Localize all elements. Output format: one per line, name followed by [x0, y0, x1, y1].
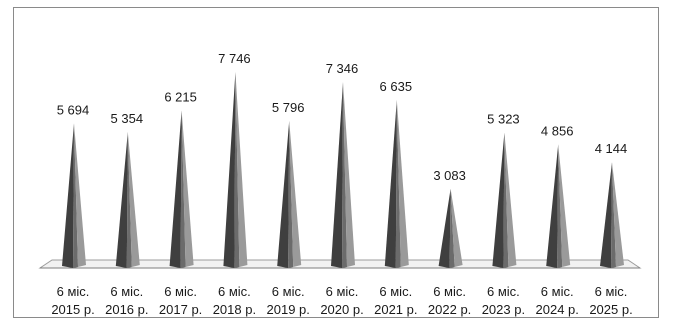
- cone-series: [62, 72, 624, 269]
- cone-bar: [169, 110, 194, 268]
- cone-face-right: [504, 132, 517, 267]
- tick-label: 6 міс.: [164, 284, 197, 299]
- cone-face-right: [450, 188, 463, 267]
- cone-face-right: [343, 82, 355, 268]
- tick-label: 6 міс.: [218, 284, 251, 299]
- cone-bar: [223, 72, 248, 268]
- cone-face-mid: [126, 131, 132, 268]
- tick-label: 2024 р.: [536, 302, 579, 317]
- cone-bar: [546, 144, 571, 268]
- tick-label: 2022 р.: [428, 302, 471, 317]
- tick-label: 2023 р.: [482, 302, 525, 317]
- tick-label: 6 міс.: [57, 284, 90, 299]
- data-label: 7 346: [326, 61, 359, 76]
- cone-face-mid: [611, 162, 616, 268]
- tick-label: 2025 р.: [589, 302, 632, 317]
- cone-face-mid: [73, 123, 78, 268]
- cone-bar: [331, 82, 355, 269]
- cone-face-mid: [503, 132, 509, 268]
- data-label: 5 354: [111, 111, 144, 126]
- cone-face-mid: [395, 99, 401, 269]
- tick-label: 6 міс.: [433, 284, 466, 299]
- cone-face-left: [115, 131, 128, 268]
- cone-face-right: [558, 144, 571, 267]
- tick-label: 6 міс.: [487, 284, 520, 299]
- cone-bar: [62, 123, 86, 268]
- data-labels: 5 694 5 354 6 215 7 746 5 796 7 346 6 635 3 083…: [57, 51, 628, 183]
- tick-label: 2017 р.: [159, 302, 202, 317]
- data-label: 7 746: [218, 51, 251, 66]
- tick-label: 6 міс.: [595, 284, 628, 299]
- cone-face-left: [169, 110, 182, 268]
- cone-face-left: [438, 188, 451, 268]
- tick-label: 2021 р.: [374, 302, 417, 317]
- tick-label: 6 міс.: [379, 284, 412, 299]
- cone-face-right: [612, 162, 624, 267]
- cone-face-mid: [342, 82, 347, 269]
- data-label: 5 323: [487, 112, 520, 127]
- data-label: 5 694: [57, 102, 90, 117]
- tick-label: 2016 р.: [105, 302, 148, 317]
- cone-face-right: [235, 72, 248, 267]
- data-label: 3 083: [433, 168, 466, 183]
- cone-bar: [438, 188, 463, 268]
- cone-face-right: [74, 123, 86, 267]
- cone-face-left: [384, 99, 397, 269]
- cone-face-right: [396, 99, 409, 268]
- cone-face-right: [127, 131, 140, 267]
- cone-face-mid: [557, 144, 563, 268]
- tick-label: 2019 р.: [267, 302, 310, 317]
- cone-face-left: [223, 72, 236, 268]
- tick-label: 6 міс.: [110, 284, 143, 299]
- data-label: 5 796: [272, 100, 305, 115]
- data-label: 4 856: [541, 123, 574, 138]
- data-label: 4 144: [595, 141, 628, 156]
- tick-label: 2020 р.: [320, 302, 363, 317]
- cone-face-left: [277, 120, 290, 269]
- cone-face-left: [492, 132, 505, 268]
- tick-label: 2015 р.: [51, 302, 94, 317]
- cone-face-left: [546, 144, 559, 268]
- cone-face-left: [62, 123, 74, 268]
- data-label: 6 635: [380, 79, 413, 94]
- cone-bar: [384, 99, 409, 269]
- tick-label: 6 міс.: [541, 284, 574, 299]
- cone-bar: [492, 132, 517, 268]
- cone-bar: [277, 120, 302, 269]
- category-axis: 6 міс. 2015 р. 6 міс. 2016 р. 6 міс. 2017 р. 6…: [51, 284, 632, 317]
- cone-bar: [600, 162, 624, 268]
- tick-label: 6 міс.: [326, 284, 359, 299]
- cone-bar: [115, 131, 140, 268]
- cone-face-mid: [288, 120, 294, 269]
- cone-face-mid: [234, 72, 240, 268]
- tick-label: 2018 р.: [213, 302, 256, 317]
- cone-face-left: [600, 162, 612, 268]
- cone-face-left: [331, 82, 343, 269]
- cone-face-right: [289, 120, 302, 268]
- cone-face-right: [181, 110, 194, 267]
- cone-face-mid: [180, 110, 186, 268]
- tick-label: 6 міс.: [272, 284, 305, 299]
- cone-face-mid: [449, 188, 455, 268]
- data-label: 6 215: [164, 89, 197, 104]
